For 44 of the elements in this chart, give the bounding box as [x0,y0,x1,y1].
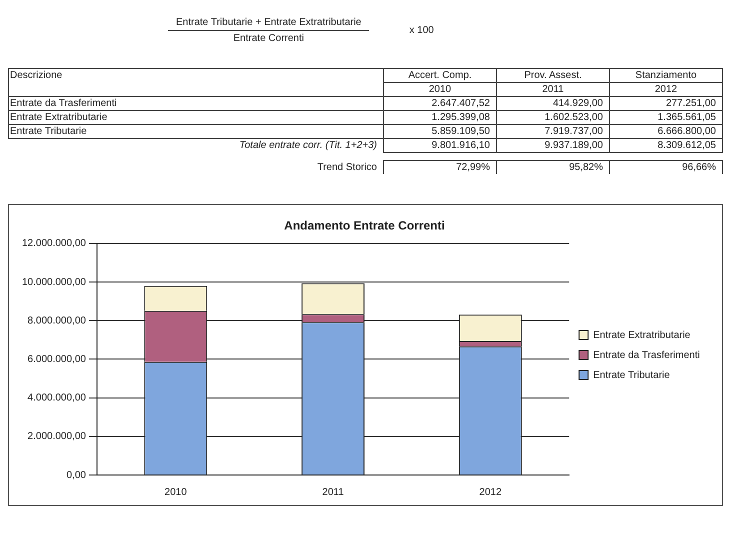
text: Prov. Assest. [496,68,610,82]
text: Descrizione [8,68,384,82]
text: Entrate Tributarie + Entrate Extratributarie [168,16,370,30]
y-tick-label: 6.000.000,00 [28,354,86,365]
category-label: 2011 [542,84,564,95]
text: 7.919.737,00 [496,124,610,138]
y-tick-label: 8.000.000,00 [28,315,86,326]
text: Entrate da Trasferimenti [10,98,117,109]
x-tick-label: 2010 [164,486,188,498]
chart-title: Andamento Entrate Correnti [284,218,445,233]
y-tick-label: 0,00 [66,470,86,481]
text: 72,99% [384,160,496,174]
text: 1.602.523,00 [496,110,610,124]
text: 277.251,00 [610,96,722,110]
x-tick-label: 2012 [479,486,502,498]
text: 6.666.800,00 [610,124,722,138]
text: 9.801.916,10 [384,138,496,152]
y-tick-label: 2.000.000,00 [28,431,86,442]
legend-label: Entrate da Trasferimenti [593,350,700,361]
text: Totale entrate corr. (Tit. 1+2+3) [8,138,384,152]
y-tick-label: 10.000.000,00 [22,276,86,288]
text: 9.937.189,00 [496,138,610,152]
y-tick-label: 12.000.000,00 [22,238,86,250]
text: Entrate Tributarie [10,126,87,137]
text: x 100 [409,24,434,36]
text: 95,82% [496,160,610,174]
text: 414.929,00 [496,96,610,110]
text: Trend Storico [8,160,384,174]
x-tick-label: 2011 [322,486,344,498]
text: 8.309.612,05 [610,138,722,152]
category-label: 2010 [428,84,452,95]
text: 5.859.109,50 [384,124,496,138]
legend-label: Entrate Extratributarie [593,330,691,341]
legend-label: Entrate Tributarie [593,370,670,381]
text: 96,66% [610,160,722,174]
text: 1.295.399,08 [384,110,496,124]
text: 1.365.561,05 [610,110,722,124]
text: Accert. Comp. [384,68,496,82]
category-label: 2012 [654,84,678,95]
y-tick-label: 4.000.000,00 [28,392,86,404]
text: 2.647.407,52 [384,96,496,110]
text: Stanziamento [610,68,722,82]
text: Entrate Extratributarie [10,112,108,123]
text: Entrate Correnti [232,32,305,44]
